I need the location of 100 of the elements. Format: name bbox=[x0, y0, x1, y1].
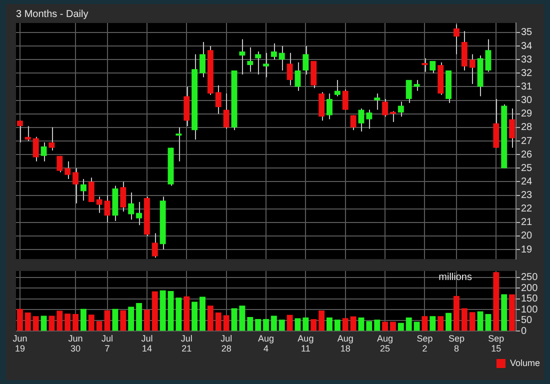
candlestick bbox=[278, 46, 285, 71]
bar bbox=[446, 312, 452, 331]
candlestick bbox=[223, 93, 230, 130]
bar bbox=[72, 314, 78, 331]
bar bbox=[104, 310, 110, 331]
bar bbox=[342, 318, 348, 331]
candlestick bbox=[294, 62, 301, 92]
candlestick bbox=[430, 60, 436, 74]
y-tick-label: 23 bbox=[521, 190, 533, 202]
y-tick-label: 34 bbox=[521, 40, 533, 52]
candlestick bbox=[509, 108, 516, 148]
candlestick bbox=[16, 120, 23, 143]
candlestick bbox=[263, 52, 269, 78]
candlestick bbox=[200, 41, 206, 78]
bar bbox=[255, 318, 262, 331]
candlestick bbox=[398, 101, 404, 118]
candlestick bbox=[64, 160, 71, 180]
bar bbox=[239, 306, 246, 331]
candlestick bbox=[422, 58, 428, 72]
candlestick bbox=[136, 202, 142, 226]
bar bbox=[398, 322, 404, 331]
candlestick bbox=[302, 46, 309, 76]
candlestick bbox=[382, 98, 388, 118]
bar bbox=[24, 312, 31, 331]
candlestick bbox=[88, 177, 94, 203]
legend-label: Volume bbox=[510, 358, 540, 368]
candlestick bbox=[96, 196, 102, 214]
y-tick-label: 32 bbox=[521, 68, 533, 79]
x-tick-label: Jul 7 bbox=[102, 334, 114, 354]
bar bbox=[88, 314, 94, 331]
y-tick-label: 21 bbox=[521, 217, 533, 228]
chart-title: 3 Months - Daily bbox=[16, 8, 88, 20]
candlestick bbox=[32, 136, 39, 162]
bar bbox=[270, 316, 277, 331]
candlestick bbox=[255, 50, 262, 76]
bar bbox=[382, 322, 388, 331]
candlestick bbox=[390, 110, 396, 123]
bar bbox=[40, 316, 47, 331]
bar bbox=[310, 319, 317, 331]
bar bbox=[184, 296, 190, 331]
bar bbox=[374, 320, 380, 331]
bar bbox=[390, 322, 396, 331]
bar bbox=[207, 306, 214, 331]
bar bbox=[358, 317, 364, 331]
x-tick-label: Jul 28 bbox=[220, 334, 232, 354]
bar bbox=[493, 272, 500, 331]
candlestick bbox=[374, 93, 380, 110]
candlestick bbox=[414, 79, 420, 92]
bar bbox=[318, 310, 325, 331]
y-tick-label: 30 bbox=[521, 95, 533, 106]
candlestick bbox=[342, 88, 348, 110]
x-tick-label: Jun 30 bbox=[68, 334, 83, 354]
y-axis-title: millions bbox=[438, 272, 472, 283]
candlestick bbox=[286, 52, 293, 86]
bar bbox=[501, 294, 508, 331]
x-tick-label: Sep 15 bbox=[488, 334, 504, 354]
bar bbox=[406, 317, 412, 331]
candlestick bbox=[104, 194, 110, 223]
bar bbox=[414, 322, 420, 331]
bar bbox=[469, 312, 476, 331]
x-tick-label: Jul 21 bbox=[180, 334, 192, 354]
y-tick-label: 150 bbox=[521, 294, 538, 305]
bar bbox=[16, 308, 23, 331]
bar bbox=[120, 310, 126, 331]
bar bbox=[176, 298, 182, 331]
y-tick-label: 250 bbox=[521, 272, 538, 284]
candlestick bbox=[350, 114, 356, 131]
candlestick bbox=[326, 93, 332, 120]
y-tick-label: 22 bbox=[521, 204, 533, 215]
candlestick bbox=[358, 108, 364, 132]
candlestick bbox=[40, 142, 47, 162]
candlestick bbox=[366, 109, 372, 130]
bar bbox=[334, 320, 340, 331]
bar bbox=[326, 317, 332, 331]
candlestick bbox=[24, 126, 31, 142]
y-tick-label: 19 bbox=[521, 244, 533, 256]
bar bbox=[350, 316, 356, 331]
bar bbox=[422, 316, 428, 331]
bar bbox=[223, 315, 230, 331]
bar bbox=[56, 310, 63, 331]
candlestick bbox=[80, 178, 86, 202]
candlestick bbox=[128, 192, 134, 220]
candlestick bbox=[239, 38, 246, 76]
candlestick bbox=[215, 84, 222, 114]
y-tick-label: 29 bbox=[521, 108, 533, 120]
bar bbox=[430, 316, 436, 331]
y-tick-label: 24 bbox=[521, 176, 533, 188]
candlestick bbox=[469, 54, 476, 85]
y-tick-label: 26 bbox=[521, 149, 533, 160]
x-tick-label: Aug 4 bbox=[258, 334, 274, 354]
y-tick-label: 31 bbox=[521, 81, 533, 92]
candlestick bbox=[120, 181, 126, 212]
candlestick bbox=[152, 232, 158, 258]
bar bbox=[438, 316, 444, 331]
bar bbox=[192, 302, 198, 331]
y-tick-label: 25 bbox=[521, 162, 533, 174]
y-tick-label: 0 bbox=[521, 326, 527, 337]
x-tick-label: Aug 25 bbox=[377, 334, 394, 354]
bar bbox=[136, 303, 142, 331]
y-tick-label: 200 bbox=[521, 282, 538, 294]
